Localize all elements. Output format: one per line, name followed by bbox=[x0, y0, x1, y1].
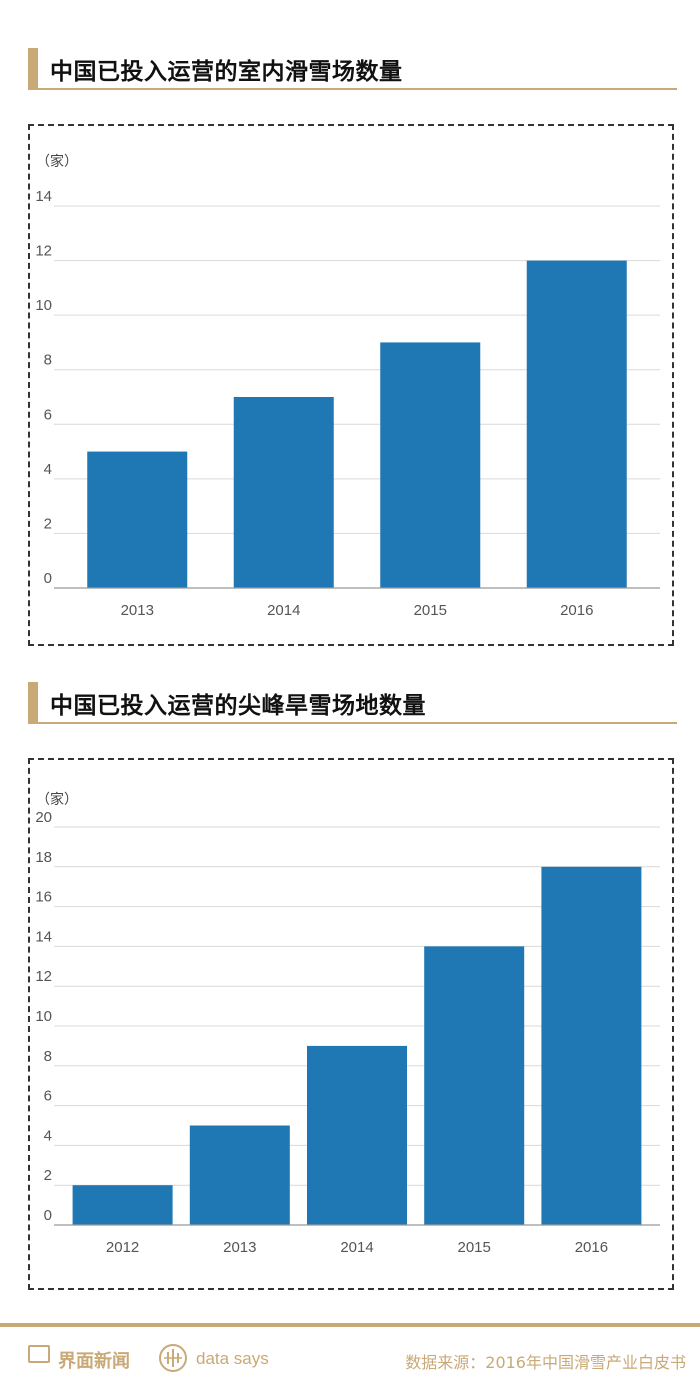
x-tick-label: 2016 bbox=[575, 1239, 608, 1256]
chart2-container: （家） 0 2 4 6 8 10 12 14 16 18 20 2012 2013 2014 2015 2016 bbox=[28, 758, 674, 1290]
chart2-title: 中国已投入运营的尖峰旱雪场地数量 bbox=[50, 693, 426, 719]
chart2-svg: （家） 0 2 4 6 8 10 12 14 16 18 20 2012 2013 2014 2015 2016 bbox=[35, 791, 660, 1256]
chart1-title: 中国已投入运营的室内滑雪场数量 bbox=[50, 59, 403, 85]
footer-divider bbox=[0, 1323, 700, 1327]
x-tick-label: 2015 bbox=[458, 1239, 491, 1256]
y-tick-label: 6 bbox=[44, 1088, 52, 1105]
data-source: 数据来源：2016年中国滑雪产业白皮书 bbox=[405, 1353, 686, 1372]
chart1-container: （家） 0 2 4 6 8 10 12 14 2013 2014 2015 2016 bbox=[28, 124, 674, 646]
data-says-label: data says bbox=[196, 1349, 269, 1368]
x-tick-label: 2014 bbox=[267, 602, 300, 619]
bar bbox=[189, 1125, 290, 1225]
y-tick-label: 6 bbox=[44, 406, 52, 423]
x-tick-label: 2013 bbox=[223, 1239, 256, 1256]
x-tick-label: 2015 bbox=[414, 602, 447, 619]
title-accent-bar bbox=[28, 48, 38, 88]
chart2-heading-block: 中国已投入运营的尖峰旱雪场地数量 bbox=[28, 682, 677, 724]
chart1-svg: （家） 0 2 4 6 8 10 12 14 2013 2014 2015 2016 bbox=[35, 153, 660, 619]
y-tick-label: 14 bbox=[35, 928, 52, 945]
y-tick-label: 16 bbox=[35, 889, 52, 906]
y-tick-label: 4 bbox=[44, 1127, 52, 1144]
x-tick-label: 2014 bbox=[340, 1239, 373, 1256]
y-axis-unit-label: （家） bbox=[36, 153, 78, 170]
chart1-heading-block: 中国已投入运营的室内滑雪场数量 bbox=[28, 48, 677, 90]
y-tick-label: 10 bbox=[35, 297, 52, 314]
bar bbox=[541, 866, 642, 1225]
y-tick-label: 10 bbox=[35, 1008, 52, 1025]
y-tick-label: 20 bbox=[35, 809, 52, 826]
jiemian-logo-icon bbox=[28, 1345, 50, 1363]
y-tick-label: 8 bbox=[44, 352, 52, 369]
y-tick-label: 8 bbox=[44, 1048, 52, 1065]
bar bbox=[526, 260, 627, 588]
footer: 界面新闻 data says 数据来源：2016年中国滑雪产业白皮书 bbox=[0, 1327, 700, 1399]
x-tick-label: 2016 bbox=[560, 602, 593, 619]
bar bbox=[380, 342, 481, 588]
y-tick-label: 12 bbox=[35, 968, 52, 985]
bar bbox=[72, 1185, 173, 1225]
y-tick-label: 0 bbox=[44, 570, 52, 587]
data-says-icon bbox=[159, 1344, 187, 1372]
bar bbox=[424, 946, 525, 1225]
bar bbox=[87, 451, 188, 588]
y-tick-label: 2 bbox=[44, 1167, 52, 1184]
brand-name: 界面新闻 bbox=[58, 1351, 130, 1372]
y-tick-label: 2 bbox=[44, 515, 52, 532]
title-accent-bar bbox=[28, 682, 38, 722]
y-axis-unit-label: （家） bbox=[36, 791, 78, 808]
bar bbox=[233, 397, 334, 588]
bar bbox=[307, 1045, 407, 1225]
y-tick-label: 12 bbox=[35, 243, 52, 260]
x-tick-label: 2013 bbox=[121, 602, 154, 619]
y-tick-label: 4 bbox=[44, 461, 52, 478]
y-tick-label: 0 bbox=[44, 1207, 52, 1224]
x-tick-label: 2012 bbox=[106, 1239, 139, 1256]
y-tick-label: 18 bbox=[35, 849, 52, 866]
y-tick-label: 14 bbox=[35, 188, 52, 205]
